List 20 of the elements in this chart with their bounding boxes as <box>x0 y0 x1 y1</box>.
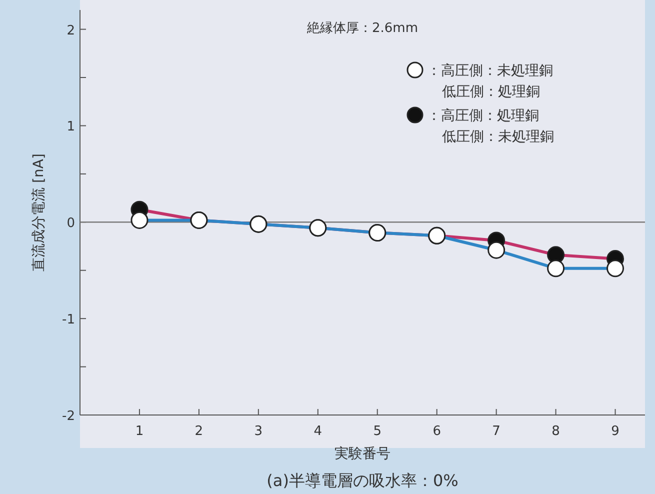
x-axis-title: 実験番号 <box>334 446 390 462</box>
y-tick-label: -2 <box>62 409 75 424</box>
x-tick-label: 5 <box>373 424 382 439</box>
annotation: 絶縁体厚：2.6mm <box>306 21 418 36</box>
x-tick-label: 9 <box>611 424 620 439</box>
x-tick-label: 8 <box>552 424 560 439</box>
y-tick-label: 0 <box>66 216 75 232</box>
legend-label: ：高圧側：処理銅低圧側：未処理銅 <box>427 108 554 145</box>
x-tick-label: 3 <box>254 424 263 439</box>
y-tick-label: 2 <box>66 23 75 38</box>
x-tick-label: 6 <box>432 424 441 439</box>
y-tick-label: 1 <box>66 120 75 135</box>
y-tick-label: -1 <box>62 312 75 328</box>
legend-label: ：高圧側：未処理銅低圧側：処理銅 <box>427 63 553 100</box>
x-tick-label: 7 <box>492 424 500 439</box>
y-axis-title: 直流成分電流 [nA] <box>31 154 47 272</box>
x-tick-label: 1 <box>135 424 144 439</box>
text: (a)半導電層の吸水率：0% <box>266 471 458 490</box>
x-tick-label: 2 <box>194 424 204 439</box>
x-tick-label: 4 <box>314 424 322 439</box>
